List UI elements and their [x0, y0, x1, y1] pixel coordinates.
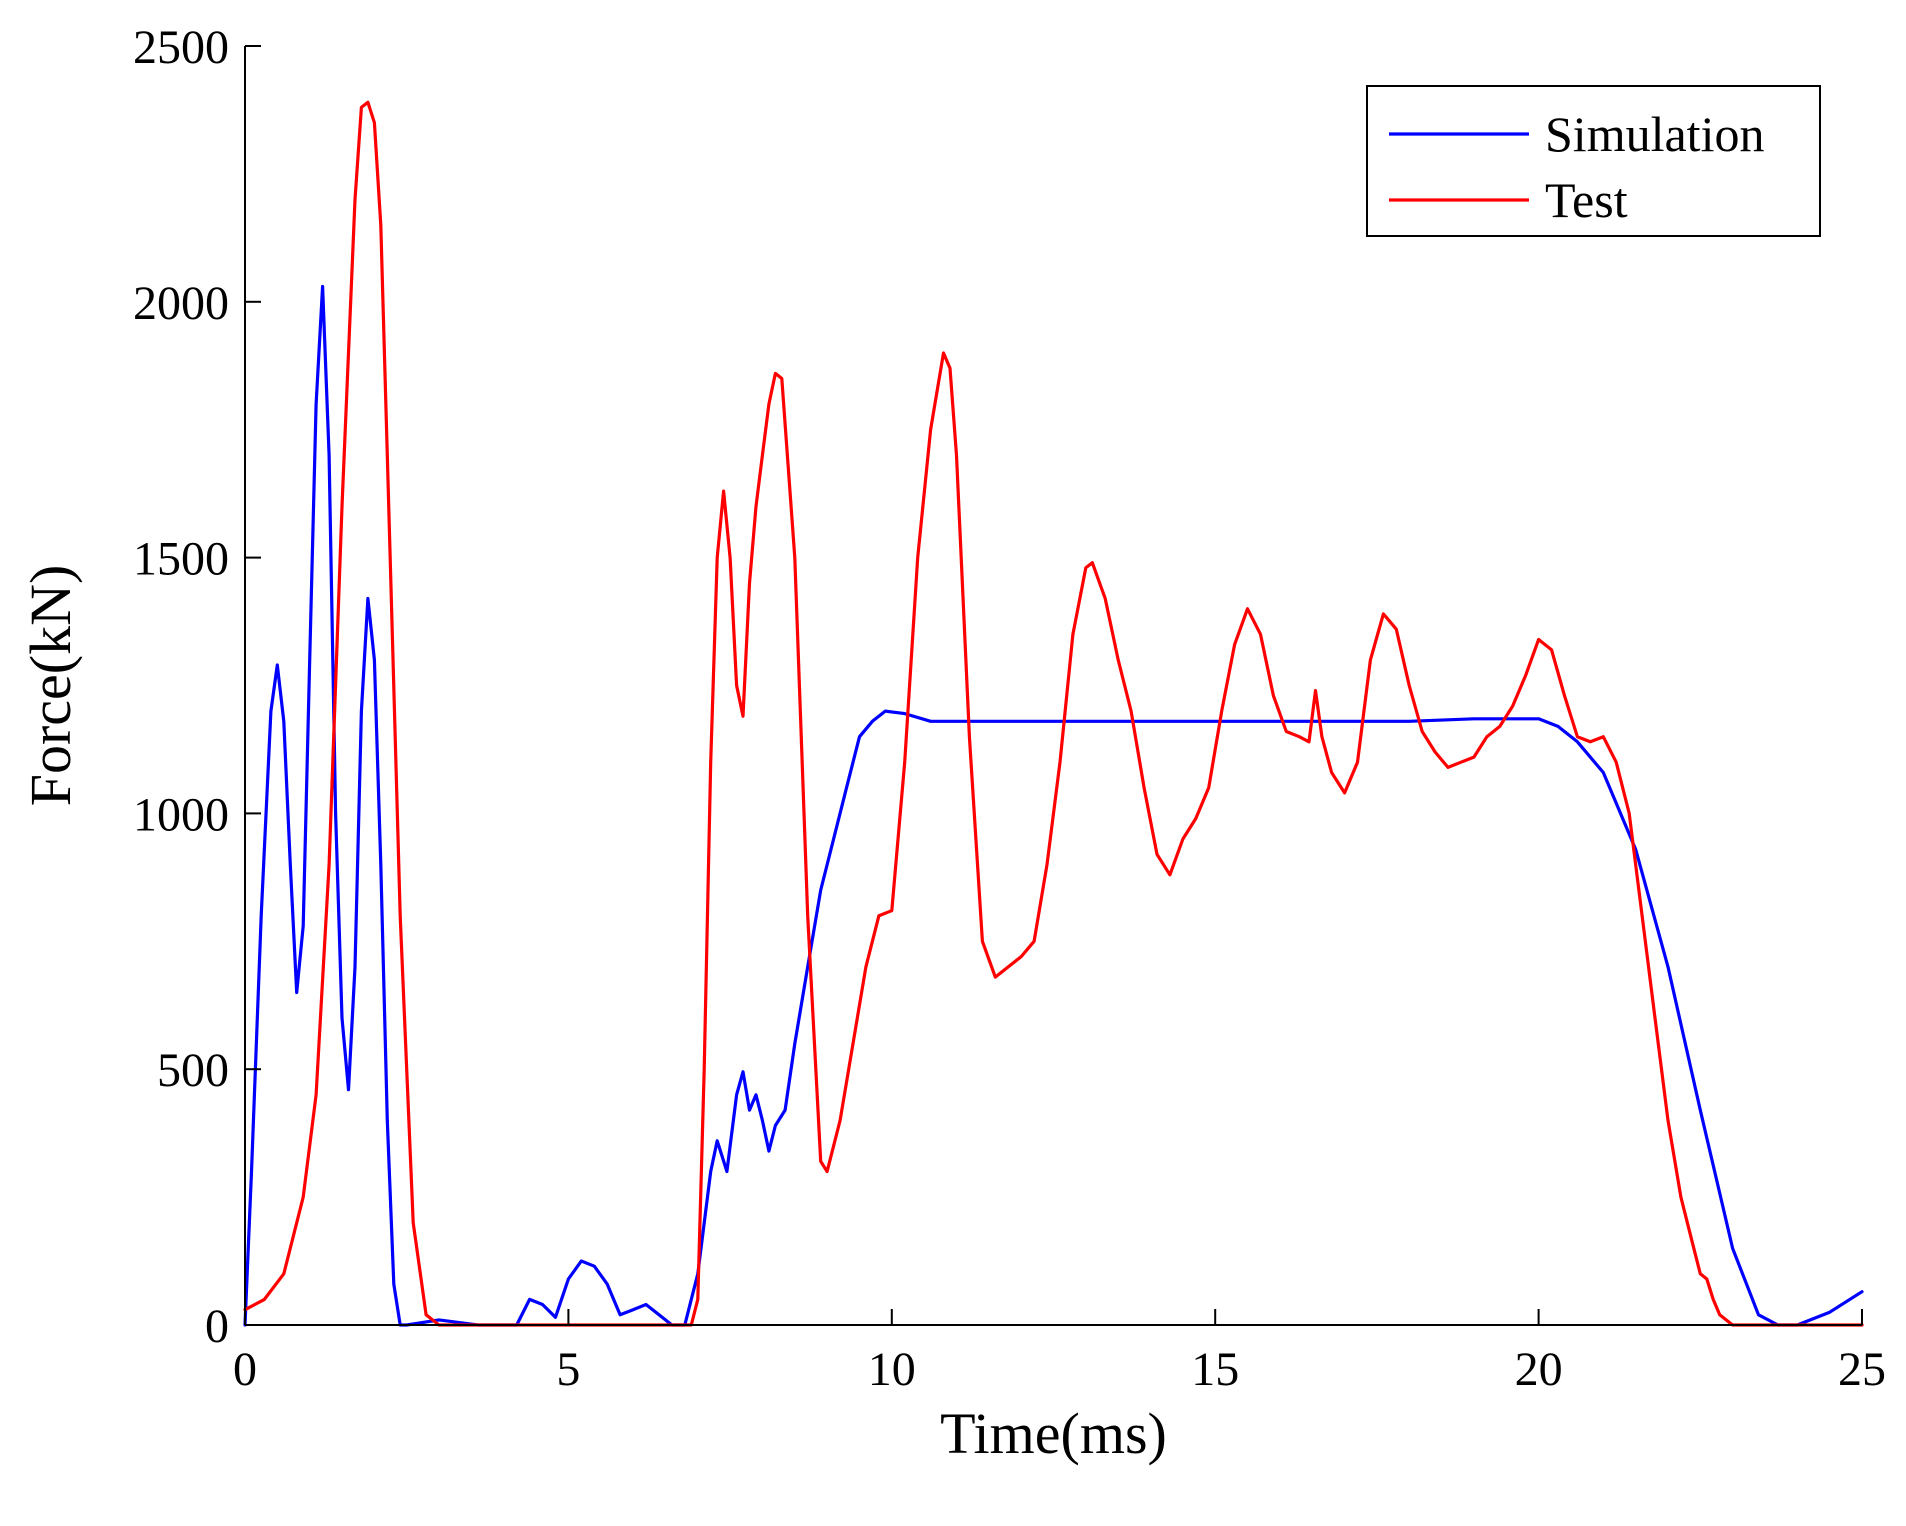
legend-label-test: Test — [1545, 172, 1628, 228]
y-tick-label: 2000 — [133, 277, 229, 330]
legend-box — [1366, 85, 1821, 237]
y-tick-label: 500 — [157, 1044, 229, 1097]
x-tick-label: 0 — [233, 1343, 257, 1396]
x-tick-label: 25 — [1838, 1343, 1886, 1396]
legend-label-simulation: Simulation — [1545, 106, 1764, 162]
y-tick-label: 0 — [205, 1300, 229, 1353]
x-tick-label: 20 — [1515, 1343, 1563, 1396]
series-line-simulation — [243, 284, 1864, 1327]
y-tick-label: 1000 — [133, 788, 229, 841]
axes-layer: 0 500 1000 1500 2000 2500 0 5 10 15 20 25 — [133, 21, 1886, 1396]
y-tick-label: 1500 — [133, 533, 229, 586]
series-layer — [243, 100, 1864, 1327]
y-tick-label: 2500 — [133, 21, 229, 74]
x-tick-label: 15 — [1191, 1343, 1239, 1396]
x-tick-label: 5 — [556, 1343, 580, 1396]
legend: Simulation Test — [1366, 85, 1821, 237]
x-axis-label: Time(ms) — [940, 1401, 1167, 1466]
x-tick-label: 10 — [868, 1343, 916, 1396]
series-line-test — [243, 100, 1864, 1327]
y-axis-label: Force(kN) — [18, 565, 83, 807]
